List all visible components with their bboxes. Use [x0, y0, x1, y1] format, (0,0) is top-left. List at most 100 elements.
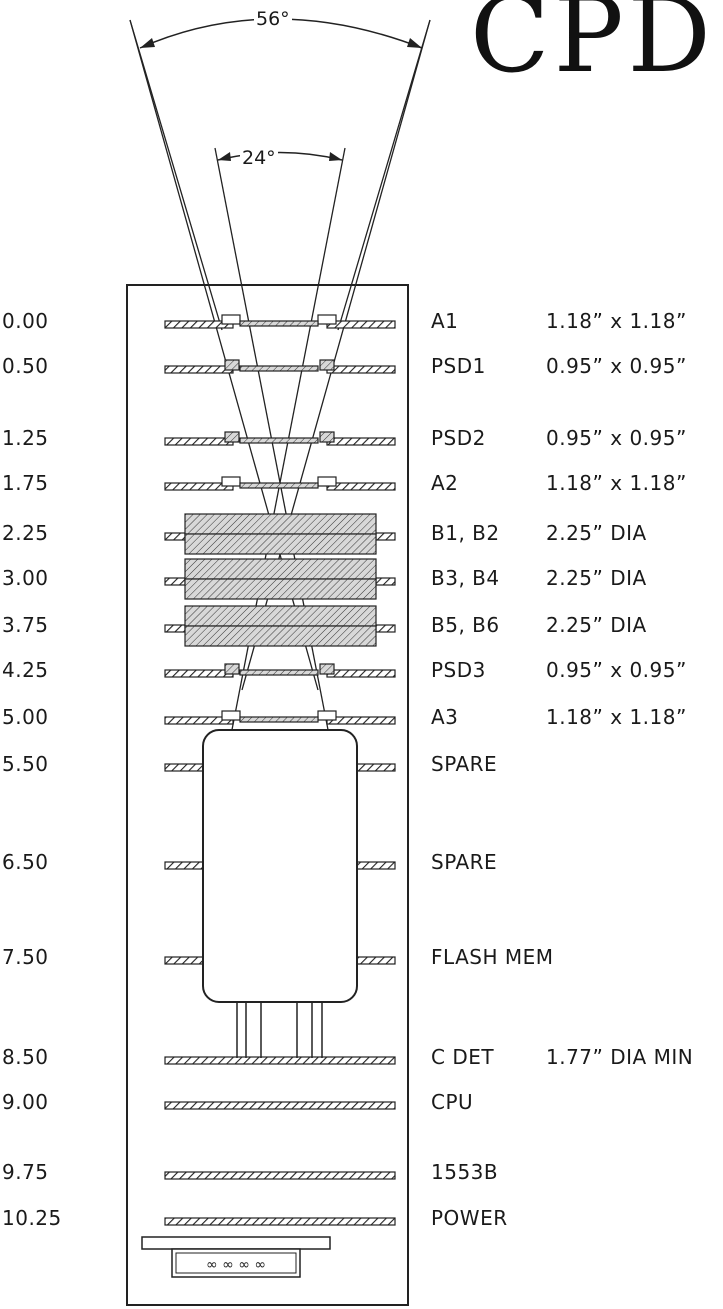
- component-label: PSD1: [431, 354, 486, 378]
- layer-a1: [164, 314, 396, 329]
- board: [164, 1171, 396, 1180]
- layer-row: 6.50 SPARE: [0, 847, 723, 877]
- component-label: PSD3: [431, 658, 486, 682]
- dimension-label: 0.95” x 0.95”: [546, 426, 687, 450]
- layer-row: 4.25 PSD3 0.95” x 0.95”: [0, 655, 723, 685]
- position-label: 4.25: [2, 658, 49, 682]
- layer-psd1: [164, 359, 396, 374]
- component-label: PSD2: [431, 426, 486, 450]
- position-label: 3.00: [2, 566, 49, 590]
- layer-b5-b6: [164, 605, 396, 647]
- position-label: 0.50: [2, 354, 49, 378]
- dimension-label: 1.18” x 1.18”: [546, 471, 687, 495]
- layer-a3: [164, 710, 396, 725]
- instrument-housing: [126, 284, 409, 1306]
- dimension-label: 0.95” x 0.95”: [546, 658, 687, 682]
- component-label: A1: [431, 309, 459, 333]
- layer-c-det: [164, 1056, 396, 1065]
- detector-lower: [184, 578, 377, 600]
- dimension-label: 2.25” DIA: [546, 566, 647, 590]
- connector-pin-label: ∞ ∞ ∞ ∞: [206, 1257, 266, 1273]
- component-label: 1553B: [431, 1160, 499, 1184]
- board: [164, 1101, 396, 1110]
- position-label: 3.75: [2, 613, 49, 637]
- component-label: B5, B6: [431, 613, 500, 637]
- inner-angle-marker: [217, 151, 343, 161]
- layer-a2: [164, 476, 396, 491]
- detector-lower: [184, 625, 377, 647]
- component-label: CPU: [431, 1090, 474, 1114]
- layer-row: 9.75 1553B: [0, 1157, 723, 1187]
- psd-detector: [239, 669, 319, 676]
- layer-1553b: [164, 1171, 396, 1180]
- dimension-label: 0.95” x 0.95”: [546, 354, 687, 378]
- position-label: 7.50: [2, 945, 49, 969]
- position-label: 9.00: [2, 1090, 49, 1114]
- electronics-module: [202, 729, 358, 1003]
- layer-b1-b2: [164, 513, 396, 555]
- board: [164, 1217, 396, 1226]
- psd-clip-right: [319, 663, 335, 675]
- layer-row: 2.25 B1, B2 2.25” DIA: [0, 518, 723, 548]
- layer-row: 10.25 POWER: [0, 1203, 723, 1233]
- component-label: B3, B4: [431, 566, 500, 590]
- layer-stack: [164, 314, 396, 1226]
- layer-row: 0.00 A1 1.18” x 1.18”: [0, 306, 723, 336]
- layer-psd3: [164, 663, 396, 678]
- dimension-label: 1.18” x 1.18”: [546, 705, 687, 729]
- layer-row: 1.25 PSD2 0.95” x 0.95”: [0, 423, 723, 453]
- layer-row: 5.00 A3 1.18” x 1.18”: [0, 702, 723, 732]
- detector-lower: [184, 533, 377, 555]
- component-label: FLASH MEM: [431, 945, 554, 969]
- aperture-frame-left: [221, 476, 241, 487]
- layer-psd2: [164, 431, 396, 446]
- psd-clip-left: [224, 431, 240, 443]
- aperture-window: [239, 320, 319, 327]
- layer-row: 1.75 A2 1.18” x 1.18”: [0, 468, 723, 498]
- component-label: SPARE: [431, 752, 498, 776]
- outer-angle-label: 56°: [254, 8, 292, 30]
- dimension-label: 1.18” x 1.18”: [546, 309, 687, 333]
- layer-row: 7.50 FLASH MEM: [0, 942, 723, 972]
- board: [164, 1056, 396, 1065]
- component-label: A2: [431, 471, 459, 495]
- component-label: B1, B2: [431, 521, 500, 545]
- dimension-label: 2.25” DIA: [546, 521, 647, 545]
- aperture-window: [239, 716, 319, 723]
- position-label: 1.75: [2, 471, 49, 495]
- psd-detector: [239, 365, 319, 372]
- psd-detector: [239, 437, 319, 444]
- psd-clip-right: [319, 431, 335, 443]
- layer-row: 0.50 PSD1 0.95” x 0.95”: [0, 351, 723, 381]
- position-label: 2.25: [2, 521, 49, 545]
- aperture-frame-right: [317, 476, 337, 487]
- module-legs: [236, 1002, 323, 1058]
- position-label: 1.25: [2, 426, 49, 450]
- component-label: POWER: [431, 1206, 508, 1230]
- layer-power: [164, 1217, 396, 1226]
- position-label: 5.50: [2, 752, 49, 776]
- psd-clip-left: [224, 359, 240, 371]
- layer-b3-b4: [164, 558, 396, 600]
- component-label: A3: [431, 705, 459, 729]
- layer-cpu: [164, 1101, 396, 1110]
- layer-row: 9.00 CPU: [0, 1087, 723, 1117]
- component-label: C DET: [431, 1045, 495, 1069]
- layer-row: 3.75 B5, B6 2.25” DIA: [0, 610, 723, 640]
- position-label: 10.25: [2, 1206, 62, 1230]
- component-label: SPARE: [431, 850, 498, 874]
- position-label: 0.00: [2, 309, 49, 333]
- position-label: 9.75: [2, 1160, 49, 1184]
- psd-clip-left: [224, 663, 240, 675]
- aperture-frame-left: [221, 314, 241, 325]
- dimension-label: 1.77” DIA MIN: [546, 1045, 694, 1069]
- layer-row: 5.50 SPARE: [0, 749, 723, 779]
- position-label: 5.00: [2, 705, 49, 729]
- position-label: 8.50: [2, 1045, 49, 1069]
- page-title: CPD: [470, 0, 715, 96]
- aperture-frame-right: [317, 710, 337, 721]
- layer-row: 8.50 C DET 1.77” DIA MIN: [0, 1042, 723, 1072]
- connector: [141, 1236, 331, 1278]
